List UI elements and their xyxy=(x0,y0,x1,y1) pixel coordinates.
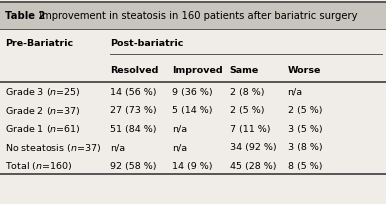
Text: 51 (84 %): 51 (84 %) xyxy=(110,124,156,133)
Text: Pre-Bariatric: Pre-Bariatric xyxy=(5,39,73,48)
Text: Grade 3 ($n$=25): Grade 3 ($n$=25) xyxy=(5,86,80,98)
Text: n/a: n/a xyxy=(288,87,303,96)
Text: 45 (28 %): 45 (28 %) xyxy=(230,161,276,170)
Text: 5 (14 %): 5 (14 %) xyxy=(172,106,212,115)
Text: 2 (5 %): 2 (5 %) xyxy=(288,106,322,115)
Text: Resolved: Resolved xyxy=(110,65,158,74)
Text: 2 (8 %): 2 (8 %) xyxy=(230,87,264,96)
Text: 14 (9 %): 14 (9 %) xyxy=(172,161,212,170)
Bar xyxy=(0,3,386,30)
Text: Improvement in steatosis in 160 patients after bariatric surgery: Improvement in steatosis in 160 patients… xyxy=(33,11,357,21)
Text: Same: Same xyxy=(230,65,259,74)
Text: 27 (73 %): 27 (73 %) xyxy=(110,106,157,115)
Text: 14 (56 %): 14 (56 %) xyxy=(110,87,156,96)
Text: 3 (8 %): 3 (8 %) xyxy=(288,142,322,151)
Text: Table 2: Table 2 xyxy=(5,11,45,21)
Text: 7 (11 %): 7 (11 %) xyxy=(230,124,270,133)
Text: Improved: Improved xyxy=(172,65,222,74)
Text: Grade 2 ($n$=37): Grade 2 ($n$=37) xyxy=(5,104,80,116)
Text: 92 (58 %): 92 (58 %) xyxy=(110,161,156,170)
Text: Worse: Worse xyxy=(288,65,321,74)
Text: Post-bariatric: Post-bariatric xyxy=(110,39,183,48)
Text: n/a: n/a xyxy=(172,142,187,151)
Text: n/a: n/a xyxy=(172,124,187,133)
Text: 8 (5 %): 8 (5 %) xyxy=(288,161,322,170)
Text: No steatosis ($n$=37): No steatosis ($n$=37) xyxy=(5,141,101,153)
Text: 34 (92 %): 34 (92 %) xyxy=(230,142,276,151)
Text: n/a: n/a xyxy=(110,142,125,151)
Text: 9 (36 %): 9 (36 %) xyxy=(172,87,212,96)
Text: Grade 1 ($n$=61): Grade 1 ($n$=61) xyxy=(5,123,80,134)
Text: 2 (5 %): 2 (5 %) xyxy=(230,106,264,115)
Text: 3 (5 %): 3 (5 %) xyxy=(288,124,322,133)
Text: Total ($n$=160): Total ($n$=160) xyxy=(5,159,72,171)
